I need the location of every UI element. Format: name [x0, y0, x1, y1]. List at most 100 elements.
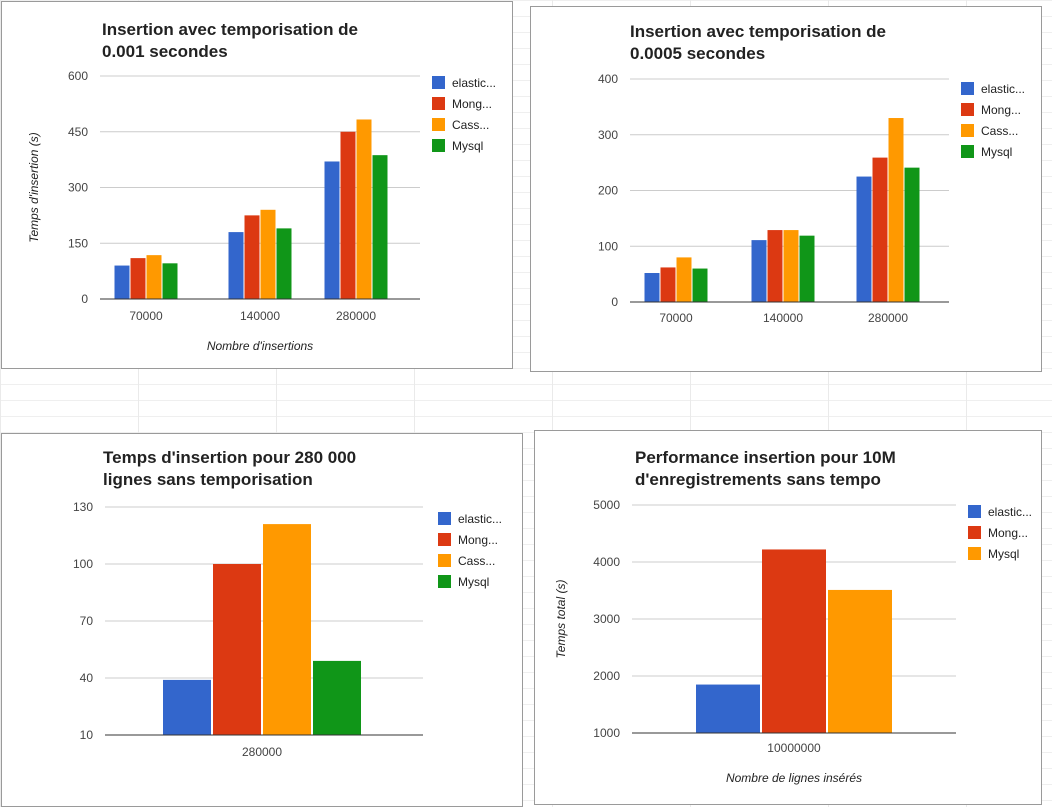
y-tick-label: 150 — [68, 236, 88, 250]
legend-swatch-mysql — [432, 139, 445, 152]
legend-swatch-mysql — [961, 145, 974, 158]
legend-label: Mysql — [452, 139, 483, 153]
bar-cassandra — [146, 255, 162, 299]
y-axis-title: Temps total (s) — [554, 580, 568, 659]
chart-title-line: 0.001 secondes — [102, 42, 228, 61]
bar-cassandra — [676, 257, 692, 302]
y-tick-label: 0 — [611, 295, 618, 309]
chart-panel-10m-performance[interactable]: Performance insertion pour 10M d'enregist… — [534, 430, 1042, 805]
y-tick-label: 200 — [598, 184, 618, 198]
chart-panel-temporisation-00005[interactable]: Insertion avec temporisation de 0.0005 se… — [530, 6, 1042, 372]
x-tick-label: 70000 — [659, 311, 693, 325]
legend-label: Mong... — [458, 533, 498, 547]
chart-280000-lignes: Temps d'insertion pour 280 000 lignes san… — [73, 448, 502, 759]
y-tick-label: 100 — [73, 557, 93, 571]
y-tick-label: 2000 — [593, 669, 620, 683]
bar-elastic — [856, 176, 872, 302]
bar-mysql — [372, 155, 388, 299]
x-tick-label: 280000 — [868, 311, 908, 325]
bar-elastic — [228, 232, 244, 299]
y-tick-label: 300 — [68, 181, 88, 195]
x-tick-label: 70000 — [129, 309, 163, 323]
chart-title: Temps d'insertion pour 280 000 lignes san… — [103, 448, 356, 489]
chart-title-line: Insertion avec temporisation de — [102, 20, 358, 39]
bar-mongo — [762, 549, 826, 733]
legend-label: elastic... — [981, 82, 1025, 96]
bar-elastic — [114, 265, 130, 299]
legend-swatch-mongo — [438, 533, 451, 546]
bar-cassandra — [783, 230, 799, 302]
x-tick-label: 140000 — [763, 311, 803, 325]
bar-elastic — [163, 679, 211, 735]
y-tick-label: 4000 — [593, 555, 620, 569]
bar-cassandra — [260, 209, 276, 299]
legend-swatch-elastic — [968, 505, 981, 518]
bar-elastic — [751, 240, 767, 302]
bar-mongo — [340, 131, 356, 299]
legend-swatch-cassandra — [961, 124, 974, 137]
bar-cassandra — [828, 589, 892, 733]
legend-label: Cass... — [981, 124, 1018, 138]
y-tick-label: 5000 — [593, 498, 620, 512]
legend-swatch-cassandra — [968, 547, 981, 560]
x-tick-label: 280000 — [336, 309, 376, 323]
bar-mysql — [904, 167, 920, 302]
legend-label: Mysql — [981, 145, 1012, 159]
bar-cassandra — [356, 119, 372, 299]
legend-swatch-mongo — [961, 103, 974, 116]
chart-insertion-00005: Insertion avec temporisation de 0.0005 se… — [598, 22, 1025, 325]
chart-title-line: Insertion avec temporisation de — [630, 22, 886, 41]
chart-title-line: Performance insertion pour 10M — [635, 448, 896, 467]
chart-title: Insertion avec temporisation de 0.001 sec… — [102, 20, 358, 61]
x-tick-label: 280000 — [242, 745, 282, 759]
legend-swatch-elastic — [432, 76, 445, 89]
bar-cassandra — [263, 524, 311, 735]
chart-title-line: d'enregistrements sans tempo — [635, 470, 881, 489]
legend-swatch-cassandra — [438, 554, 451, 567]
bar-mongo — [244, 215, 260, 299]
y-axis-title: Temps d'insertion (s) — [27, 132, 41, 243]
bar-cassandra — [888, 118, 904, 303]
bar-mongo — [213, 564, 261, 735]
chart-title: Insertion avec temporisation de 0.0005 se… — [630, 22, 886, 63]
chart-panel-temporisation-0001[interactable]: Insertion avec temporisation de 0.001 sec… — [1, 1, 513, 369]
x-axis-title: Nombre d'insertions — [207, 339, 313, 353]
chart-title-line: lignes sans temporisation — [103, 470, 313, 489]
bar-mysql — [799, 235, 815, 302]
legend-label: elastic... — [458, 512, 502, 526]
chart-insertion-0001: Insertion avec temporisation de 0.001 sec… — [27, 20, 496, 353]
legend-label: Mong... — [452, 97, 492, 111]
legend-label: Mong... — [981, 103, 1021, 117]
x-tick-label: 10000000 — [767, 741, 821, 755]
chart-title: Performance insertion pour 10M d'enregist… — [635, 448, 896, 489]
bar-elastic — [644, 273, 660, 302]
legend-swatch-mysql — [438, 575, 451, 588]
bar-mongo — [660, 267, 676, 302]
legend-label: Mong... — [988, 526, 1028, 540]
y-tick-label: 450 — [68, 125, 88, 139]
legend-label: Mysql — [988, 547, 1019, 561]
chart-title-line: 0.0005 secondes — [630, 44, 765, 63]
legend-swatch-elastic — [961, 82, 974, 95]
legend-label: elastic... — [452, 76, 496, 90]
x-tick-label: 140000 — [240, 309, 280, 323]
y-tick-label: 300 — [598, 128, 618, 142]
legend-swatch-cassandra — [432, 118, 445, 131]
y-tick-label: 100 — [598, 239, 618, 253]
bar-mongo — [767, 230, 783, 302]
y-tick-label: 3000 — [593, 612, 620, 626]
y-tick-label: 10 — [80, 728, 94, 742]
bar-mysql — [276, 228, 292, 299]
legend-swatch-mongo — [968, 526, 981, 539]
legend-label: Cass... — [452, 118, 489, 132]
legend-swatch-mongo — [432, 97, 445, 110]
bar-elastic — [324, 161, 340, 299]
x-axis-title: Nombre de lignes insérés — [726, 771, 862, 785]
bar-mysql — [162, 263, 178, 299]
y-tick-label: 1000 — [593, 726, 620, 740]
bar-elastic — [696, 684, 760, 733]
y-tick-label: 600 — [68, 69, 88, 83]
chart-10m-enregistrements: Performance insertion pour 10M d'enregist… — [554, 448, 1032, 785]
chart-panel-280000-sans-temporisation[interactable]: Temps d'insertion pour 280 000 lignes san… — [1, 433, 523, 807]
bar-mongo — [130, 258, 146, 299]
